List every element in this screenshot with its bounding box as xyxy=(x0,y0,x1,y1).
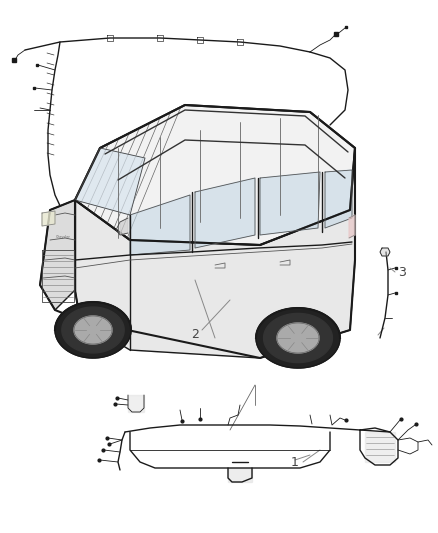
Polygon shape xyxy=(75,200,355,358)
Polygon shape xyxy=(55,302,131,358)
Text: 3: 3 xyxy=(398,265,406,279)
Text: 1: 1 xyxy=(291,456,299,469)
Polygon shape xyxy=(349,215,355,238)
Polygon shape xyxy=(75,105,355,245)
Polygon shape xyxy=(380,248,390,256)
Polygon shape xyxy=(62,307,124,353)
Polygon shape xyxy=(260,172,320,235)
Polygon shape xyxy=(130,195,190,255)
Polygon shape xyxy=(75,148,145,215)
Text: Chrysler: Chrysler xyxy=(56,235,71,239)
Polygon shape xyxy=(42,211,55,226)
Polygon shape xyxy=(120,218,128,235)
Polygon shape xyxy=(264,313,332,362)
Polygon shape xyxy=(365,432,395,462)
Polygon shape xyxy=(256,308,340,368)
Polygon shape xyxy=(75,148,355,358)
Polygon shape xyxy=(195,178,255,248)
Polygon shape xyxy=(325,170,352,228)
Polygon shape xyxy=(74,316,112,344)
Polygon shape xyxy=(40,200,75,310)
Text: 2: 2 xyxy=(191,328,199,342)
Polygon shape xyxy=(228,468,252,482)
Polygon shape xyxy=(277,323,319,353)
Polygon shape xyxy=(128,395,144,412)
